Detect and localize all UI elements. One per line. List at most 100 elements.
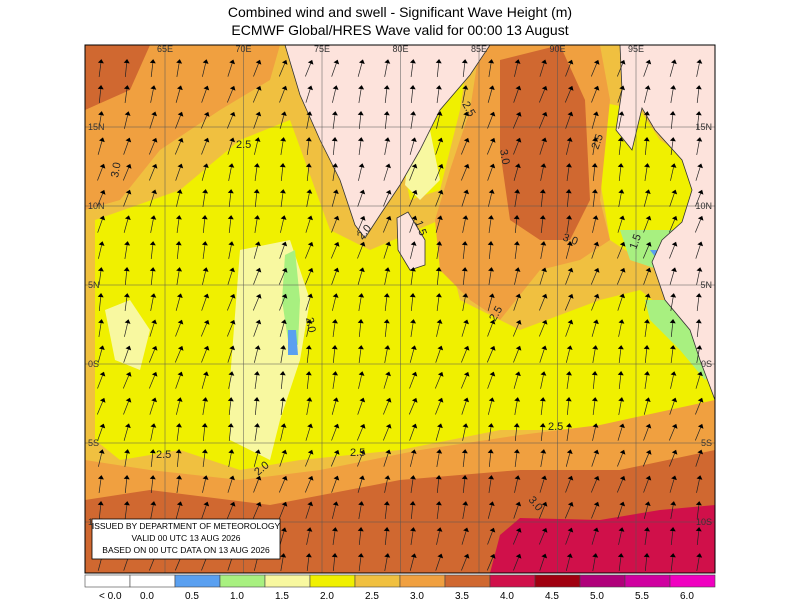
arrow-head [384,475,391,480]
wind-arrow [227,293,236,311]
arrow-shaft [357,271,363,285]
legend-label: 5.5 [635,591,649,602]
arrow-head [98,241,105,246]
arrow-shaft [670,557,674,571]
wind-arrow [462,215,469,233]
arrow-head [514,397,521,402]
wind-arrow [591,111,599,129]
wind-arrow [384,475,391,493]
arrow-head [567,111,574,117]
arrow-head [357,553,364,558]
arrow-shaft [460,375,468,389]
arrow-head [514,267,521,272]
arrow-shaft [330,245,338,259]
arrow-head [307,475,314,481]
arrow-shaft [696,323,700,337]
arrow-head [437,423,443,429]
legend-label: 6.0 [680,591,694,602]
wind-arrow [305,553,312,571]
legend-swatch [444,574,491,588]
arrow-shaft [150,297,154,311]
arrow-head [149,59,156,64]
arrow-head [99,371,106,377]
arrow-shaft [331,479,337,493]
arrow-head [255,85,262,91]
wind-arrow [97,137,105,155]
wind-arrow [669,189,678,207]
wind-arrow [591,189,598,207]
wind-arrow [253,449,261,467]
title: Combined wind and swell - Significant Wa… [228,4,572,20]
arrow-head [201,215,208,220]
arrow-head [281,319,287,325]
legend-label: 4.5 [545,591,559,602]
arrow-shaft [564,505,572,519]
arrow-head [254,241,261,247]
wind-arrow [539,397,546,415]
arrow-head [669,553,676,558]
arrow-shaft [565,115,571,129]
wind-arrow [539,293,548,311]
arrow-head [125,345,132,351]
wind-arrow [98,319,105,337]
wind-arrow [331,215,340,233]
arrow-head [463,527,469,533]
arrow-shaft [540,193,544,207]
wind-arrow [202,267,209,285]
arrow-shaft [488,479,492,493]
wind-arrow [435,553,444,571]
wind-arrow [460,371,470,389]
arrow-head [540,241,547,246]
wind-arrow [486,345,496,363]
contour-label: 3.0 [497,148,511,165]
wind-arrow [383,449,392,467]
arrow-shaft [618,557,622,571]
arrow-head [281,449,288,455]
wind-arrow [227,137,235,155]
wind-arrow [435,501,442,519]
wind-arrow [331,267,340,285]
arrow-head [436,319,443,324]
arrow-head [203,85,210,91]
arrow-shaft [670,531,674,545]
arrow-head [97,501,104,506]
wind-arrow [669,397,678,415]
arrow-head [385,163,391,169]
arrow-shaft [254,427,258,441]
arrow-shaft [436,271,440,285]
arrow-shaft [97,167,103,181]
wind-arrow [149,111,157,129]
arrow-head [671,189,678,195]
arrow-head [669,111,676,116]
arrow-head [671,423,678,429]
arrow-shaft [201,89,207,103]
wind-arrow [306,527,313,545]
wind-arrow [436,111,443,129]
arrow-shaft [98,245,102,259]
arrow-shaft [98,297,102,311]
arrow-head [332,189,339,195]
arrow-shaft [358,115,362,129]
wind-arrow [409,137,417,155]
arrow-shaft [694,219,702,233]
longitude-label: 75E [314,44,330,54]
arrow-head [695,319,702,324]
arrow-head [515,371,521,377]
arrow-shaft [513,505,519,519]
arrow-shaft [617,453,623,467]
wind-arrow [642,241,652,259]
arrow-shaft [513,557,519,571]
arrow-head [515,163,521,169]
arrow-head [541,527,548,533]
arrow-head [567,59,574,65]
arrow-shaft [409,141,415,155]
wind-arrow [358,293,365,311]
wind-arrow [696,137,703,155]
arrow-shaft [200,115,208,129]
arrow-shaft [332,167,336,181]
arrow-shaft [592,349,596,363]
legend-swatch [579,574,626,588]
arrow-head [253,397,260,402]
wind-arrow [149,59,156,77]
arrow-shaft [202,245,206,259]
